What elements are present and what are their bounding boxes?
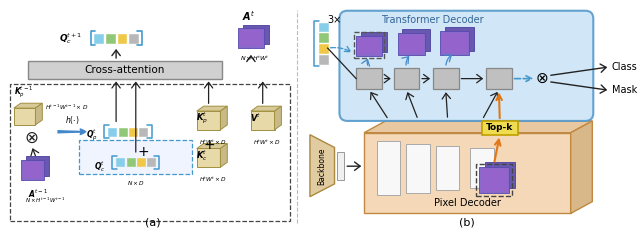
Bar	[470, 148, 494, 188]
Polygon shape	[14, 108, 35, 125]
FancyBboxPatch shape	[339, 11, 593, 121]
Bar	[433, 68, 458, 89]
Bar	[137, 158, 145, 166]
Text: $\boldsymbol{Q}_c^t$: $\boldsymbol{Q}_c^t$	[94, 159, 105, 174]
Text: $\otimes$: $\otimes$	[24, 129, 38, 147]
Bar	[10, 84, 291, 221]
Polygon shape	[356, 36, 382, 56]
Polygon shape	[358, 38, 380, 54]
Bar	[127, 158, 134, 166]
Polygon shape	[571, 121, 593, 213]
Polygon shape	[20, 160, 44, 180]
Text: $\boldsymbol{A}^{t-1}$: $\boldsymbol{A}^{t-1}$	[28, 188, 47, 200]
Bar	[94, 34, 103, 43]
Text: $H^{t-1}W^{t-1}\times D$: $H^{t-1}W^{t-1}\times D$	[45, 103, 88, 112]
Text: $H^tW^t\times D$: $H^tW^t\times D$	[199, 175, 227, 184]
Polygon shape	[196, 106, 227, 111]
Bar	[118, 34, 127, 43]
Bar	[394, 68, 419, 89]
Polygon shape	[251, 111, 275, 130]
Polygon shape	[196, 111, 220, 130]
Bar	[406, 144, 430, 193]
Text: Backbone: Backbone	[317, 147, 326, 185]
Polygon shape	[251, 106, 282, 111]
Text: $N\times H^{t-1}W^{t-1}$: $N\times H^{t-1}W^{t-1}$	[24, 196, 65, 205]
Bar	[337, 152, 344, 180]
Polygon shape	[26, 156, 49, 176]
Bar	[377, 141, 401, 195]
Text: Mask: Mask	[612, 86, 637, 96]
Bar	[356, 68, 382, 89]
Polygon shape	[14, 103, 42, 108]
Bar	[129, 128, 137, 136]
Polygon shape	[399, 35, 423, 53]
Text: $\boldsymbol{Q}_c^{t+1}$: $\boldsymbol{Q}_c^{t+1}$	[60, 31, 83, 46]
Bar	[482, 121, 518, 135]
Bar	[319, 44, 328, 53]
Polygon shape	[403, 29, 430, 51]
Polygon shape	[397, 33, 425, 55]
Bar	[354, 32, 384, 58]
Bar	[476, 164, 511, 196]
Polygon shape	[310, 135, 335, 197]
Polygon shape	[220, 106, 227, 130]
Text: $\boldsymbol{A}^t$: $\boldsymbol{A}^t$	[243, 9, 255, 23]
Bar	[129, 34, 138, 43]
Polygon shape	[35, 103, 42, 125]
Polygon shape	[240, 31, 262, 46]
Text: Transformer Decoder: Transformer Decoder	[381, 15, 483, 25]
Text: $\boldsymbol{K}_p^t$: $\boldsymbol{K}_p^t$	[196, 110, 208, 126]
Text: Pixel Decoder: Pixel Decoder	[434, 199, 501, 209]
Bar	[108, 128, 116, 136]
Text: 3×: 3×	[328, 15, 342, 25]
Text: $\boldsymbol{K}_p^{t-1}$: $\boldsymbol{K}_p^{t-1}$	[14, 85, 33, 100]
Polygon shape	[220, 144, 227, 167]
Polygon shape	[479, 167, 509, 193]
Text: $h(\cdot)$: $h(\cdot)$	[65, 114, 79, 126]
Bar	[116, 158, 124, 166]
Text: Class: Class	[612, 62, 637, 72]
Polygon shape	[243, 24, 269, 44]
Text: $+$: $+$	[202, 137, 214, 151]
Text: Cross-attention: Cross-attention	[84, 65, 165, 75]
Text: $\boldsymbol{K}_c^t$: $\boldsymbol{K}_c^t$	[196, 148, 207, 163]
Polygon shape	[442, 33, 467, 53]
Polygon shape	[22, 162, 42, 178]
Bar	[486, 68, 511, 89]
Polygon shape	[440, 31, 469, 55]
Bar	[79, 140, 192, 174]
Text: $\boldsymbol{Q}_p^t$: $\boldsymbol{Q}_p^t$	[86, 128, 97, 144]
Text: (a): (a)	[145, 217, 161, 227]
Text: $N\times D$: $N\times D$	[127, 179, 145, 187]
Polygon shape	[481, 169, 507, 191]
Polygon shape	[364, 121, 593, 133]
Bar	[119, 128, 127, 136]
Text: $H^tW^t\times D$: $H^tW^t\times D$	[199, 138, 227, 147]
Bar	[319, 55, 328, 64]
Bar	[319, 23, 328, 31]
Polygon shape	[361, 32, 387, 52]
Polygon shape	[238, 28, 264, 48]
Bar	[319, 33, 328, 42]
Text: (b): (b)	[460, 217, 476, 227]
Polygon shape	[275, 106, 282, 130]
Bar	[147, 158, 156, 166]
Text: $N\times H^tW^t$: $N\times H^tW^t$	[240, 54, 269, 63]
Bar	[140, 128, 147, 136]
Polygon shape	[364, 133, 571, 213]
Bar	[436, 146, 460, 190]
Polygon shape	[196, 144, 227, 148]
Text: $H^tW^t\times D$: $H^tW^t\times D$	[253, 138, 281, 147]
Text: $\boldsymbol{V}^t$: $\boldsymbol{V}^t$	[250, 112, 261, 124]
Text: $\otimes$: $\otimes$	[536, 71, 549, 86]
Polygon shape	[445, 27, 474, 51]
Polygon shape	[485, 162, 515, 188]
Bar	[106, 34, 115, 43]
Bar	[28, 61, 222, 79]
Text: Top-k: Top-k	[486, 123, 513, 132]
Text: $+$: $+$	[136, 145, 148, 159]
Polygon shape	[196, 148, 220, 167]
